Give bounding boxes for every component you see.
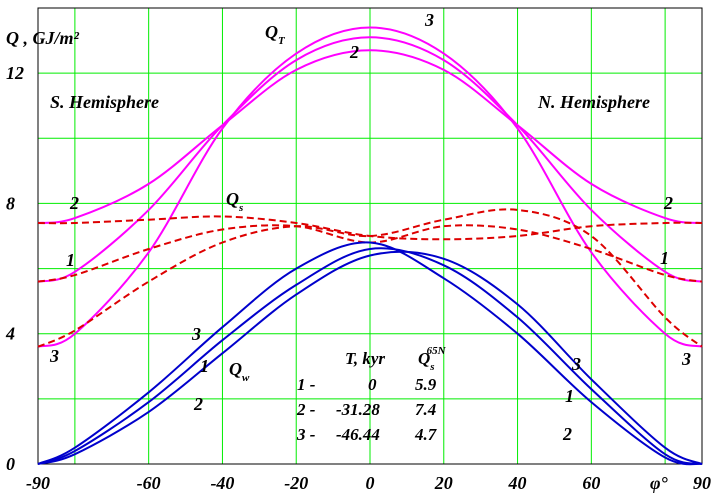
qw-group-label-sub: w bbox=[242, 372, 250, 384]
curve-number-label: 1 bbox=[565, 386, 574, 406]
curve-number-label: 3 bbox=[571, 354, 581, 374]
curve-number-label: 3 bbox=[191, 324, 201, 344]
x-tick-label: -90 bbox=[26, 473, 50, 493]
curve-number-label: 2 bbox=[349, 42, 359, 62]
legend-row-3-t: -46.44 bbox=[336, 425, 380, 444]
qs-group-label-main: Q bbox=[226, 189, 239, 209]
series-line-qt-1 bbox=[37, 36, 703, 283]
curve-number-label: 3 bbox=[424, 10, 434, 30]
qw-group-label: Qw bbox=[229, 359, 250, 384]
curve-number-label: 1 bbox=[660, 248, 669, 268]
legend-header-q: Qs 65N bbox=[418, 345, 447, 373]
series-line-qt-2 bbox=[37, 49, 703, 224]
qs-group-label-sub: s bbox=[238, 202, 243, 214]
x-tick-label: 20 bbox=[434, 473, 453, 493]
x-tick-label: -40 bbox=[210, 473, 234, 493]
curve-number-label: 3 bbox=[49, 346, 59, 366]
curve-number-label: 2 bbox=[193, 394, 203, 414]
series-line-qs-2 bbox=[37, 215, 703, 241]
x-tick-label: 0 bbox=[366, 473, 375, 493]
curve-number-label: 3 bbox=[681, 349, 691, 369]
legend-row-2-id: 2 - bbox=[296, 400, 316, 419]
legend-row-1-id: 1 - bbox=[297, 375, 316, 394]
qs-group-label: Qs bbox=[226, 189, 243, 214]
curve-number-label: 2 bbox=[69, 193, 79, 213]
qt-group-label: QT bbox=[265, 22, 286, 47]
curve-number-label: 1 bbox=[66, 250, 75, 270]
curve-number-label: 2 bbox=[663, 193, 673, 213]
legend-header-t: T, kyr bbox=[345, 349, 385, 368]
legend-header-q-main: Q bbox=[418, 349, 430, 368]
legend-header-q-sub: s bbox=[429, 361, 434, 373]
legend-row-3-q: 4.7 bbox=[414, 425, 438, 444]
series-line-qt-3 bbox=[37, 26, 703, 348]
text-layer: Q , GJ/m² φ° S. Hemisphere N. Hemisphere… bbox=[5, 10, 711, 493]
plot-border bbox=[37, 7, 703, 465]
y-tick-label: 4 bbox=[5, 324, 15, 344]
curve-number-label: 2 bbox=[562, 424, 572, 444]
qt-group-label-sub: T bbox=[278, 35, 286, 47]
plot-frame bbox=[37, 7, 703, 465]
legend-row-2-t: -31.28 bbox=[336, 400, 380, 419]
x-tick-label: -20 bbox=[284, 473, 308, 493]
x-tick-label: 40 bbox=[508, 473, 527, 493]
y-axis-label: Q , GJ/m² bbox=[6, 28, 80, 48]
series-line-qw-3 bbox=[37, 241, 703, 466]
curve-number-label: 1 bbox=[200, 356, 209, 376]
y-tick-label: 12 bbox=[6, 63, 24, 83]
legend-header-q-sup: 65N bbox=[427, 345, 447, 357]
x-tick-label: 90 bbox=[693, 473, 711, 493]
south-hemisphere-label: S. Hemisphere bbox=[50, 92, 159, 112]
qt-group-label-main: Q bbox=[265, 22, 278, 42]
north-hemisphere-label: N. Hemisphere bbox=[537, 92, 650, 112]
legend-row-2-q: 7.4 bbox=[415, 400, 436, 419]
legend-row-3-id: 3 - bbox=[296, 425, 316, 444]
series-line-qw-1 bbox=[37, 247, 703, 465]
x-tick-label: 60 bbox=[582, 473, 600, 493]
series-line-qw-2 bbox=[37, 250, 703, 465]
y-tick-label: 8 bbox=[6, 193, 15, 213]
x-axis-label: φ° bbox=[650, 473, 669, 493]
legend-row-1-q: 5.9 bbox=[415, 375, 437, 394]
qw-group-label-main: Q bbox=[229, 359, 242, 379]
x-tick-label: -60 bbox=[137, 473, 161, 493]
legend-row-1-t: 0 bbox=[368, 375, 377, 394]
series-layer bbox=[37, 26, 703, 466]
y-tick-label: 0 bbox=[6, 454, 15, 474]
